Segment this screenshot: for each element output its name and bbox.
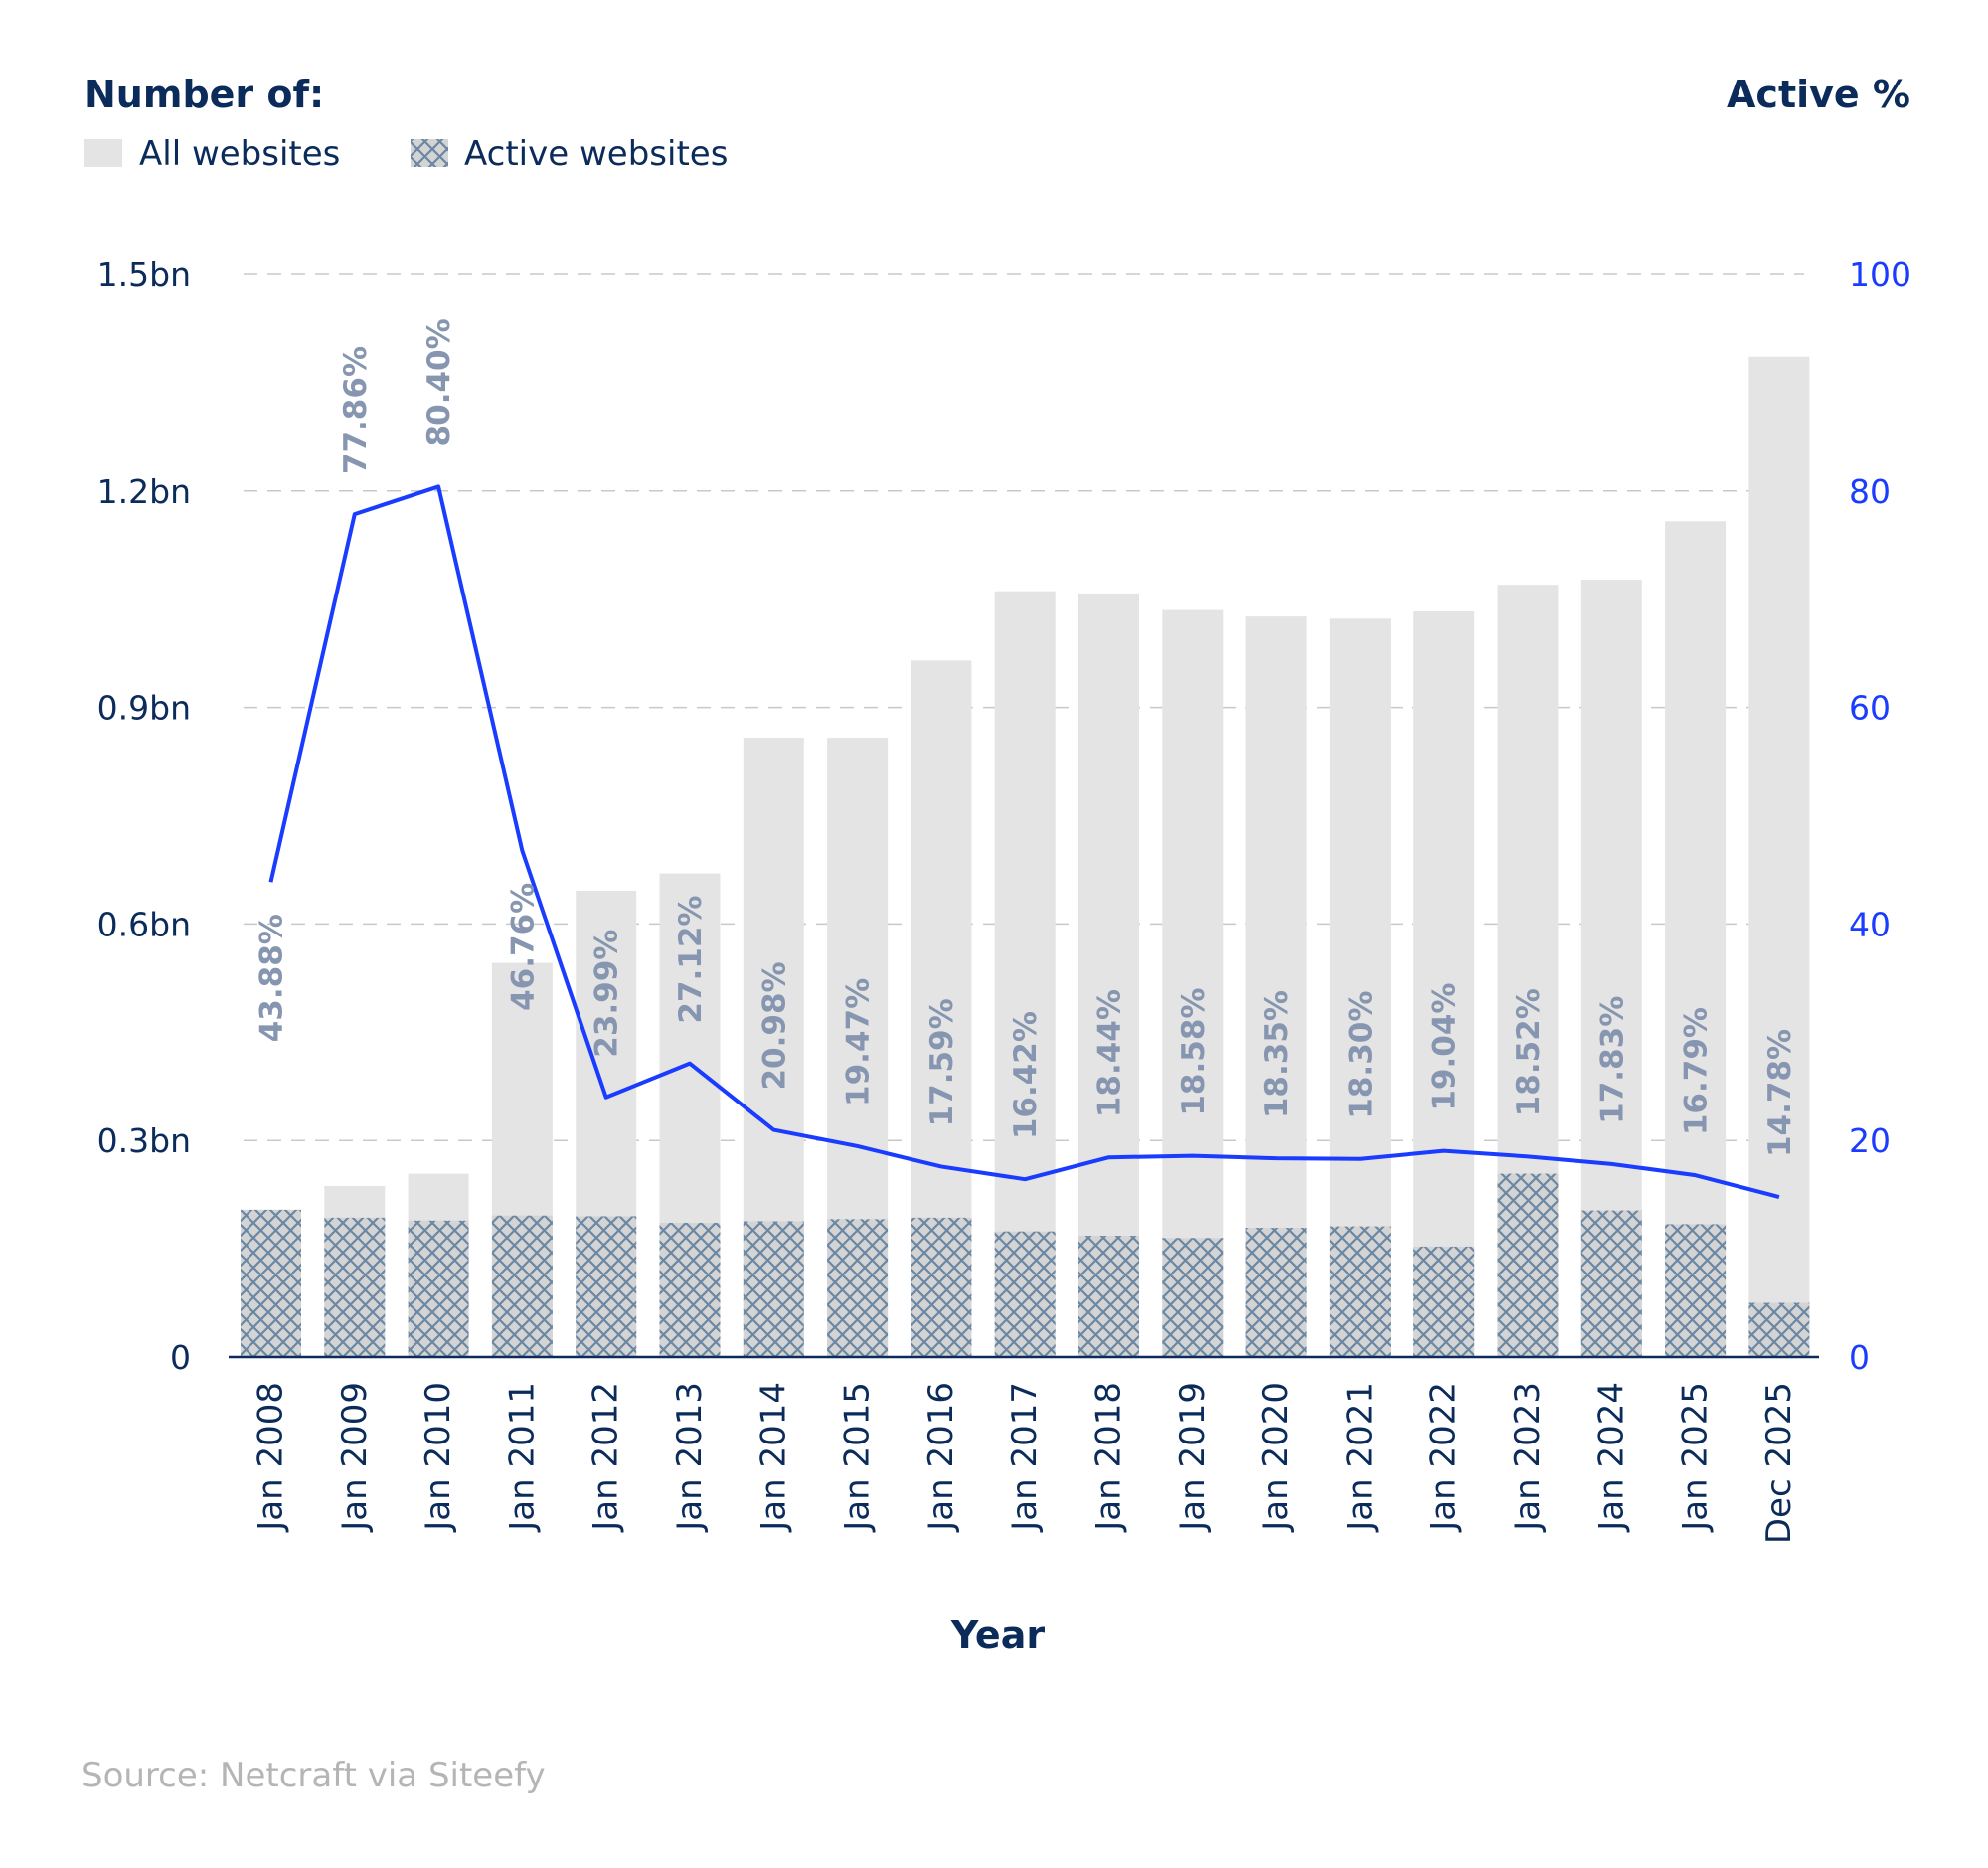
x-tick-label: Jan 2015 xyxy=(838,1382,878,1533)
bar-all-websites xyxy=(1665,521,1727,1357)
bar-active-websites xyxy=(1162,1238,1224,1357)
x-tick-label: Jan 2008 xyxy=(251,1382,291,1533)
legend-swatch-all xyxy=(84,139,122,167)
bar-all-websites xyxy=(1078,593,1139,1357)
right-axis-title: Active % xyxy=(1727,73,1910,116)
bar-active-websites xyxy=(911,1217,972,1357)
data-label-active-percent: 18.30% xyxy=(1343,991,1379,1119)
data-label-active-percent: 18.44% xyxy=(1092,989,1128,1117)
bar-all-websites xyxy=(1413,611,1475,1357)
right-tick-label: 40 xyxy=(1849,905,1891,943)
x-tick-label: Jan 2009 xyxy=(335,1382,375,1533)
bar-active-websites xyxy=(576,1216,637,1357)
bar-active-websites xyxy=(1329,1226,1391,1357)
data-label-active-percent: 17.83% xyxy=(1594,996,1630,1124)
bar-active-websites xyxy=(408,1220,469,1357)
source-note: Source: Netcraft via Siteefy xyxy=(82,1756,546,1795)
data-label-active-percent: 19.47% xyxy=(841,978,877,1106)
bar-active-websites xyxy=(659,1222,721,1357)
bar-active-websites xyxy=(491,1215,553,1357)
right-tick-label: 0 xyxy=(1849,1338,1870,1377)
left-axis-title: Number of: xyxy=(84,73,324,116)
data-label-active-percent: 18.52% xyxy=(1511,988,1547,1116)
bar-active-websites xyxy=(994,1231,1056,1357)
right-tick-label: 80 xyxy=(1849,472,1891,511)
x-tick-label: Jan 2012 xyxy=(586,1382,626,1533)
bar-active-websites xyxy=(1413,1246,1475,1357)
data-label-active-percent: 23.99% xyxy=(589,930,625,1058)
data-label-active-percent: 20.98% xyxy=(756,961,792,1090)
data-label-active-percent: 16.79% xyxy=(1679,1007,1715,1135)
bar-active-websites xyxy=(241,1209,301,1357)
bar-active-websites xyxy=(1748,1302,1810,1357)
active-percent-line xyxy=(268,484,1780,1199)
data-label-active-percent: 19.04% xyxy=(1427,983,1463,1111)
x-tick-label: Jan 2013 xyxy=(670,1382,710,1533)
left-tick-label: 0 xyxy=(170,1338,191,1377)
right-tick-label: 60 xyxy=(1849,689,1891,728)
bar-active-websites xyxy=(324,1217,386,1357)
bar-all-websites xyxy=(1748,356,1810,1357)
legend: All websites Active websites xyxy=(84,134,728,174)
x-tick-label: Dec 2025 xyxy=(1759,1382,1799,1544)
legend-label-all: All websites xyxy=(139,134,340,174)
x-tick-label: Jan 2022 xyxy=(1424,1382,1464,1533)
x-tick-label: Jan 2021 xyxy=(1340,1382,1380,1533)
data-label-active-percent: 80.40% xyxy=(421,318,457,446)
data-label-active-percent: 14.78% xyxy=(1762,1029,1798,1157)
x-tick-label: Jan 2018 xyxy=(1089,1382,1129,1533)
x-tick-label: Jan 2020 xyxy=(1256,1382,1296,1533)
x-tick-label: Jan 2024 xyxy=(1591,1382,1631,1533)
bar-active-websites xyxy=(1245,1228,1307,1357)
data-label-active-percent: 18.35% xyxy=(1259,990,1295,1118)
data-label-active-percent: 77.86% xyxy=(338,346,374,474)
data-label-active-percent: 16.42% xyxy=(1008,1011,1044,1139)
bar-active-websites xyxy=(1580,1210,1642,1357)
left-tick-label: 0.3bn xyxy=(97,1121,191,1160)
x-tick-label: Jan 2016 xyxy=(921,1382,961,1533)
x-tick-label: Jan 2014 xyxy=(753,1382,793,1533)
data-label-active-percent: 46.76% xyxy=(505,883,541,1011)
bar-all-websites xyxy=(1162,609,1224,1357)
x-axis-title: Year xyxy=(950,1613,1045,1657)
x-tick-label: Jan 2011 xyxy=(502,1382,542,1533)
data-label-active-percent: 43.88% xyxy=(254,914,290,1042)
x-tick-label: Jan 2019 xyxy=(1173,1382,1213,1533)
right-tick-label: 100 xyxy=(1849,255,1911,294)
right-tick-label: 20 xyxy=(1849,1121,1891,1160)
x-tick-label: Jan 2017 xyxy=(1005,1382,1045,1533)
bar-active-websites xyxy=(1078,1236,1139,1357)
data-label-active-percent: 17.59% xyxy=(924,998,960,1126)
left-tick-label: 0.9bn xyxy=(97,689,191,728)
bar-active-websites xyxy=(1665,1224,1727,1357)
x-tick-label: Jan 2023 xyxy=(1508,1382,1548,1533)
data-label-active-percent: 18.58% xyxy=(1176,988,1212,1116)
bar-all-websites xyxy=(994,591,1056,1357)
left-tick-label: 1.5bn xyxy=(97,255,191,294)
bar-active-websites xyxy=(1497,1173,1559,1357)
x-tick-label: Jan 2010 xyxy=(418,1382,458,1533)
left-tick-label: 0.6bn xyxy=(97,905,191,943)
legend-swatch-active xyxy=(411,139,448,167)
bar-active-websites xyxy=(743,1221,804,1357)
legend-label-active: Active websites xyxy=(464,134,728,174)
bar-active-websites xyxy=(827,1219,889,1357)
left-tick-label: 1.2bn xyxy=(97,472,191,511)
data-label-active-percent: 27.12% xyxy=(673,896,709,1024)
x-tick-label: Jan 2025 xyxy=(1676,1382,1716,1533)
